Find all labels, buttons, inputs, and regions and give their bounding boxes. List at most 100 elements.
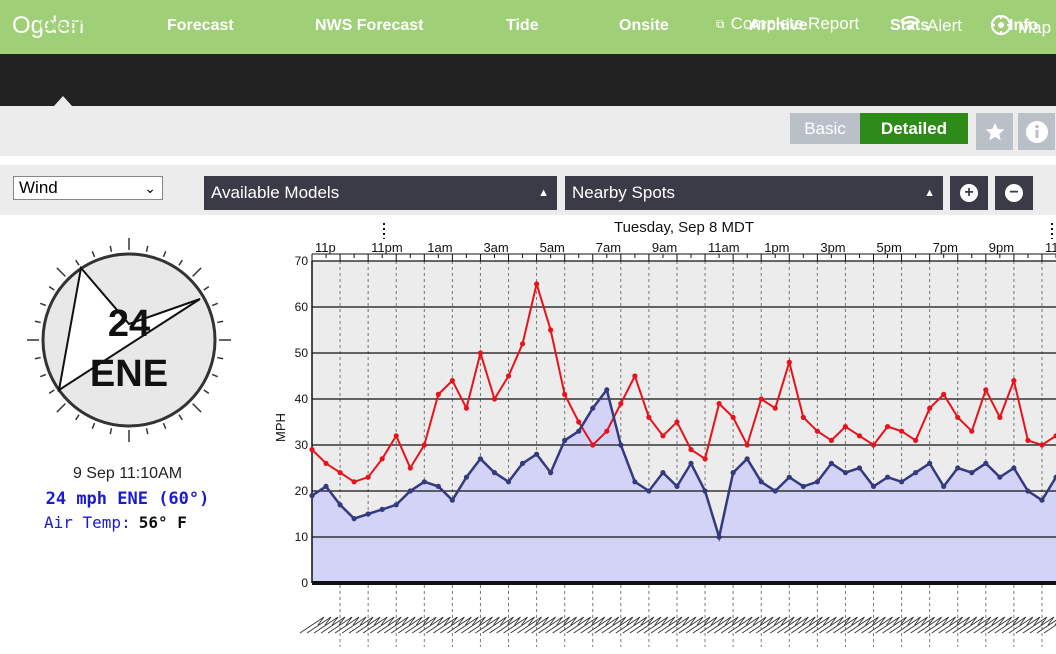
direction-arrow [987,616,1013,634]
gust-point [955,414,961,420]
direction-arrow [741,616,767,634]
direction-arrow [826,616,851,634]
compass-tick [203,286,210,291]
gust-point [449,378,455,384]
y-tick-label: 60 [295,300,309,314]
gust-point [309,447,315,453]
compass-tick [145,245,149,252]
gust-point [365,474,371,480]
gust-point [632,373,638,379]
chevron-down-icon: ⌄ [144,180,156,196]
avg-point [491,470,498,476]
metric-select[interactable]: Wind ⌄ [13,176,163,200]
direction-arrow [545,616,571,634]
compass-tick [48,389,55,394]
models-select[interactable]: Available Models ▲ [204,176,557,210]
gust-point [421,442,427,448]
main-nav [0,54,1056,106]
tab-stats[interactable]: Stats [890,17,930,34]
map-link[interactable]: Map [990,14,1051,41]
wind-chart: Tuesday, Sep 8 MDT 11p 11pm 1am 3am 5am 7am 9am… [273,219,1056,647]
compass-tick [192,267,202,277]
compass-tick [40,373,47,378]
tab-forecast[interactable]: Forecast [167,17,234,34]
info-button[interactable] [1018,113,1055,150]
spots-select[interactable]: Nearby Spots ▲ [565,176,943,210]
info-icon [1025,120,1048,143]
direction-arrow [819,616,844,634]
x-tick-label: 5am [540,240,565,255]
gust-point [941,391,947,397]
tab-info[interactable]: Info [1009,17,1039,34]
tab-onsite[interactable]: Onsite [619,17,669,34]
avg-point [772,488,778,494]
add-spot-button[interactable]: + [950,176,988,210]
avg-point [913,470,919,476]
tab-tide[interactable]: Tide [506,17,539,34]
tab-nws-forecast[interactable]: NWS Forecast [315,17,424,34]
gust-point [730,414,736,420]
tab-graph[interactable]: Graph [40,17,88,34]
wifi-alert-icon [899,14,921,37]
direction-arrow [573,616,599,634]
avg-point [351,516,357,522]
avg-point [955,465,961,471]
avg-point [884,474,891,480]
direction-arrow [482,616,507,634]
gust-point [870,442,877,448]
x-tick-label: 1am [427,240,452,255]
wind-graph[interactable]: Tuesday, Sep 8 MDT 11p 11pm 1am 3am 5am 7am 9am… [270,215,1056,649]
direction-arrow [447,616,472,634]
site-title: Ogden [12,12,85,39]
direction-arrow [713,616,739,634]
avg-point [337,502,343,508]
compass-tick [34,320,41,324]
direction-arrow [419,616,444,634]
y-tick-label: 30 [295,438,309,452]
gust-point [969,428,975,434]
compass-tick [162,422,167,429]
x-tick-label: 11am [708,240,740,255]
direction-arrow [650,616,676,634]
gust-point [505,373,512,379]
direction-arrows-strip [299,616,1056,634]
gust-point [435,391,441,397]
avg-point [856,465,863,471]
gust-point [800,414,806,420]
gust-point [884,424,891,430]
basic-toggle-button[interactable]: Basic [790,113,860,144]
direction-arrow [952,616,978,634]
models-select-value: Available Models [211,183,340,202]
compass-tick [217,320,224,324]
direction-arrow [369,616,395,634]
direction-arrow [376,616,402,634]
direction-arrow [917,616,943,634]
compass-tick [91,422,96,429]
complete-report-link[interactable]: ⧉ Complete Report [716,14,859,34]
gust-point [477,350,484,356]
metric-select-value: Wind [19,178,58,197]
remove-spot-button[interactable]: − [995,176,1033,210]
gust-point [674,419,680,425]
gust-point [702,456,708,462]
gust-point [337,470,343,476]
direction-arrow [833,616,858,634]
direction-arrow [699,616,725,634]
gust-point [379,456,385,462]
avg-point [309,493,315,499]
direction-arrow [966,616,992,634]
direction-arrow [678,616,704,634]
gust-point [744,442,750,448]
direction-arrow [1022,616,1048,634]
avg-point [1053,474,1056,480]
x-tick-label: 11pm [371,240,403,255]
tab-archive[interactable]: Archive [749,17,808,34]
y-tick-label: 70 [295,254,309,268]
gust-point [604,428,610,434]
favorite-button[interactable] [976,113,1013,150]
observation-time: 9 Sep 11:10AM [72,465,183,482]
alert-link[interactable]: Alert [899,14,962,37]
detailed-toggle-button[interactable]: Detailed [860,113,968,144]
gust-point [548,327,554,333]
direction-arrow [334,616,360,634]
